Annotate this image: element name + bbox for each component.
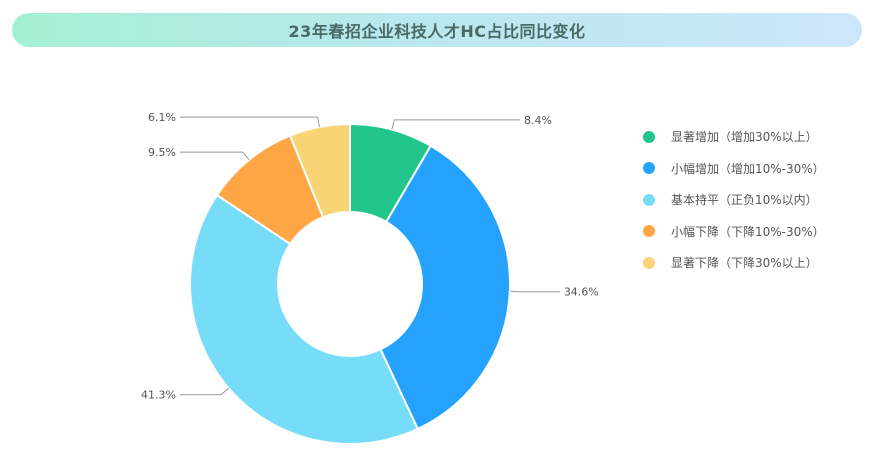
data-label: 34.6% bbox=[564, 286, 599, 299]
legend-label: 小幅下降（下降10%-30%） bbox=[671, 224, 825, 239]
legend-item[interactable]: 显著增加（增加30%以上） bbox=[643, 121, 863, 153]
leader-line bbox=[180, 151, 250, 161]
leader-line bbox=[180, 387, 229, 396]
data-label: 6.1% bbox=[148, 111, 176, 124]
legend: 显著增加（增加30%以上） 小幅增加（增加10%-30%） 基本持平（正负10%… bbox=[643, 121, 863, 279]
legend-item[interactable]: 显著下降（下降30%以上） bbox=[643, 247, 863, 279]
legend-swatch bbox=[643, 225, 655, 238]
legend-swatch bbox=[643, 193, 655, 206]
data-label: 8.4% bbox=[524, 114, 552, 127]
legend-label: 显著下降（下降30%以上） bbox=[671, 256, 818, 271]
legend-label: 显著增加（增加30%以上） bbox=[671, 130, 818, 145]
donut-slice[interactable] bbox=[288, 122, 351, 219]
donut-slice[interactable] bbox=[189, 193, 420, 445]
donut-slice[interactable] bbox=[379, 144, 511, 431]
chart-title-bar: 23年春招企业科技人才HC占比同比变化 bbox=[12, 13, 862, 47]
legend-swatch bbox=[643, 130, 655, 143]
data-label: 41.3% bbox=[141, 389, 176, 402]
legend-item[interactable]: 基本持平（正负10%以内） bbox=[643, 184, 863, 216]
data-label: 9.5% bbox=[148, 146, 176, 159]
legend-swatch bbox=[643, 256, 655, 269]
leader-line bbox=[391, 119, 520, 130]
chart-title: 23年春招企业科技人才HC占比同比变化 bbox=[288, 22, 586, 41]
legend-label: 小幅增加（增加10%-30%） bbox=[671, 161, 825, 176]
legend-item[interactable]: 小幅增加（增加10%-30%） bbox=[643, 153, 863, 185]
leader-line bbox=[180, 116, 320, 128]
legend-swatch bbox=[643, 162, 655, 175]
legend-label: 基本持平（正负10%以内） bbox=[671, 193, 818, 208]
legend-item[interactable]: 小幅下降（下降10%-30%） bbox=[643, 216, 863, 248]
